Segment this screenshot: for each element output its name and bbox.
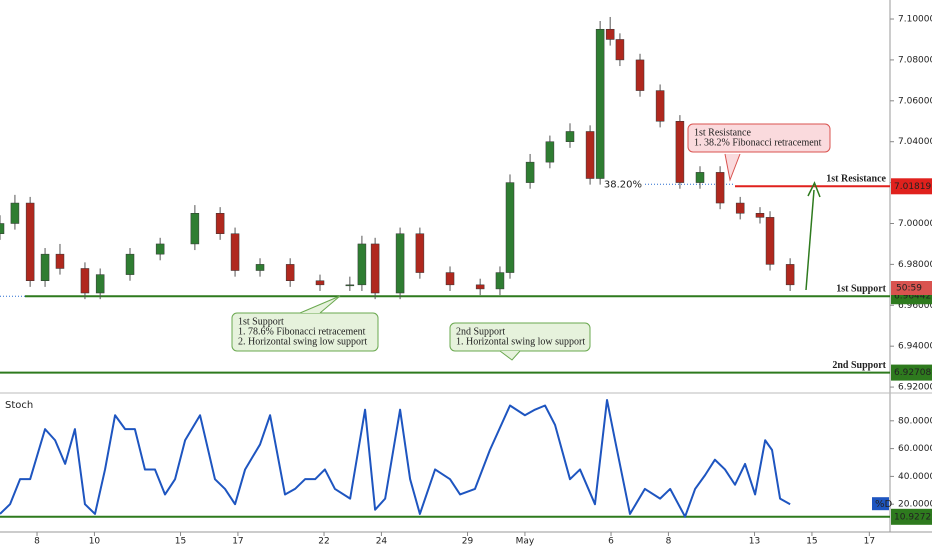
candle-body bbox=[345, 284, 355, 287]
candle-body bbox=[315, 280, 325, 286]
callout-pointer bbox=[724, 153, 741, 182]
y-tick-label: 7.06000 bbox=[898, 96, 932, 106]
y-tick-label: 6.98000 bbox=[898, 260, 932, 270]
candle-body bbox=[595, 28, 605, 179]
x-tick-label: 29 bbox=[462, 537, 474, 547]
callout-text: 1. Horizontal swing low support bbox=[456, 336, 585, 347]
candle-body bbox=[565, 131, 575, 142]
level-name: 1st Support bbox=[836, 284, 886, 295]
candle-body bbox=[545, 141, 555, 163]
candle-body bbox=[25, 202, 35, 281]
candle-body bbox=[785, 264, 795, 286]
price-tag-label: 7.01819 bbox=[894, 182, 931, 192]
stoch-title: Stoch bbox=[5, 400, 33, 411]
price-tag bbox=[891, 178, 932, 195]
candle-body bbox=[285, 264, 295, 281]
y-tick-label: 7.04000 bbox=[898, 137, 932, 147]
callout-text: 1st Resistance bbox=[694, 127, 751, 138]
x-tick-label: 17 bbox=[232, 537, 243, 547]
y-tick-label: 60.0000 bbox=[898, 444, 932, 454]
callout-pointer bbox=[499, 350, 521, 361]
candle-body bbox=[675, 121, 685, 183]
candle-body bbox=[585, 131, 595, 179]
candle-body bbox=[615, 39, 625, 61]
level-name: 1st Resistance bbox=[826, 174, 886, 185]
candle-body bbox=[357, 243, 367, 286]
candle-body bbox=[655, 90, 665, 122]
y-tick-label: 6.96000 bbox=[898, 301, 932, 311]
countdown-tag bbox=[891, 281, 932, 295]
candle-body bbox=[715, 172, 725, 204]
candle-body bbox=[445, 272, 455, 286]
candle-body bbox=[605, 28, 615, 40]
arrow-head bbox=[807, 181, 821, 198]
candle-body bbox=[255, 264, 265, 271]
candle-body bbox=[80, 268, 90, 294]
callout-text: 1. 78.6% Fibonacci retracement bbox=[238, 326, 366, 337]
candle-body bbox=[635, 59, 645, 91]
y-tick-label: 7.08000 bbox=[898, 55, 932, 65]
candle-body bbox=[475, 284, 485, 290]
x-tick-label: 17 bbox=[864, 537, 875, 547]
candle-body bbox=[40, 253, 50, 281]
candle-body bbox=[55, 253, 65, 269]
candle-body bbox=[495, 272, 505, 290]
x-tick-label: 10 bbox=[89, 537, 101, 547]
candle-body bbox=[415, 233, 425, 273]
y-tick-label: 20.0000 bbox=[898, 500, 932, 510]
legend-tag bbox=[872, 497, 889, 511]
candle-body bbox=[215, 213, 225, 234]
candle-body bbox=[765, 217, 775, 265]
level-name: 2nd Support bbox=[832, 360, 886, 371]
y-tick-label: 7.00000 bbox=[898, 219, 932, 229]
candle-body bbox=[95, 274, 105, 294]
candle-body bbox=[0, 223, 5, 234]
arrow-shaft bbox=[805, 189, 815, 291]
candle-body bbox=[230, 233, 240, 271]
candle-body bbox=[190, 213, 200, 245]
callout-text: 1. 38.2% Fibonacci retracement bbox=[694, 137, 822, 148]
x-tick-label: 24 bbox=[376, 537, 388, 547]
candle-body bbox=[755, 213, 765, 218]
candle-body bbox=[525, 161, 535, 183]
x-tick-label: 8 bbox=[666, 537, 672, 547]
callout-pointer bbox=[299, 295, 341, 314]
y-tick-label: 6.94000 bbox=[898, 342, 932, 352]
candle-body bbox=[695, 172, 705, 183]
y-tick-label: 80.0000 bbox=[898, 416, 932, 426]
x-tick-label: 8 bbox=[34, 537, 40, 547]
price-tag-label: 6.92708 bbox=[894, 368, 931, 378]
y-tick-label: 6.92000 bbox=[898, 383, 932, 393]
x-tick-label: 15 bbox=[175, 537, 186, 547]
callout-box bbox=[687, 123, 831, 153]
x-tick-label: 22 bbox=[318, 537, 329, 547]
x-tick-label: 6 bbox=[608, 537, 614, 547]
callout-text: 2nd Support bbox=[456, 326, 505, 337]
x-tick-label: 15 bbox=[806, 537, 817, 547]
candle-body bbox=[10, 202, 20, 224]
x-tick-label: 13 bbox=[749, 537, 760, 547]
price-tag-label: 6.96442 bbox=[894, 292, 931, 302]
candle-body bbox=[370, 243, 380, 294]
y-tick-label: 7.10000 bbox=[898, 15, 932, 25]
x-tick-label: May bbox=[516, 537, 535, 547]
fib-label: 38.20% bbox=[604, 179, 642, 190]
stoch-line bbox=[0, 398, 791, 518]
legend-label: %D bbox=[875, 499, 893, 510]
price-tag bbox=[891, 364, 932, 381]
price-tag-label: 10.9272 bbox=[894, 512, 931, 522]
countdown: 50:59 bbox=[896, 284, 922, 294]
callout-text: 1st Support bbox=[238, 316, 284, 327]
candle-body bbox=[155, 243, 165, 255]
candle-body bbox=[735, 202, 745, 214]
y-tick-label: 40.0000 bbox=[898, 472, 932, 482]
callout-text: 2. Horizontal swing low support bbox=[238, 336, 367, 347]
price-tag bbox=[891, 508, 932, 525]
candle-body bbox=[395, 233, 405, 294]
candle-body bbox=[125, 253, 135, 275]
candle-body bbox=[505, 182, 515, 273]
